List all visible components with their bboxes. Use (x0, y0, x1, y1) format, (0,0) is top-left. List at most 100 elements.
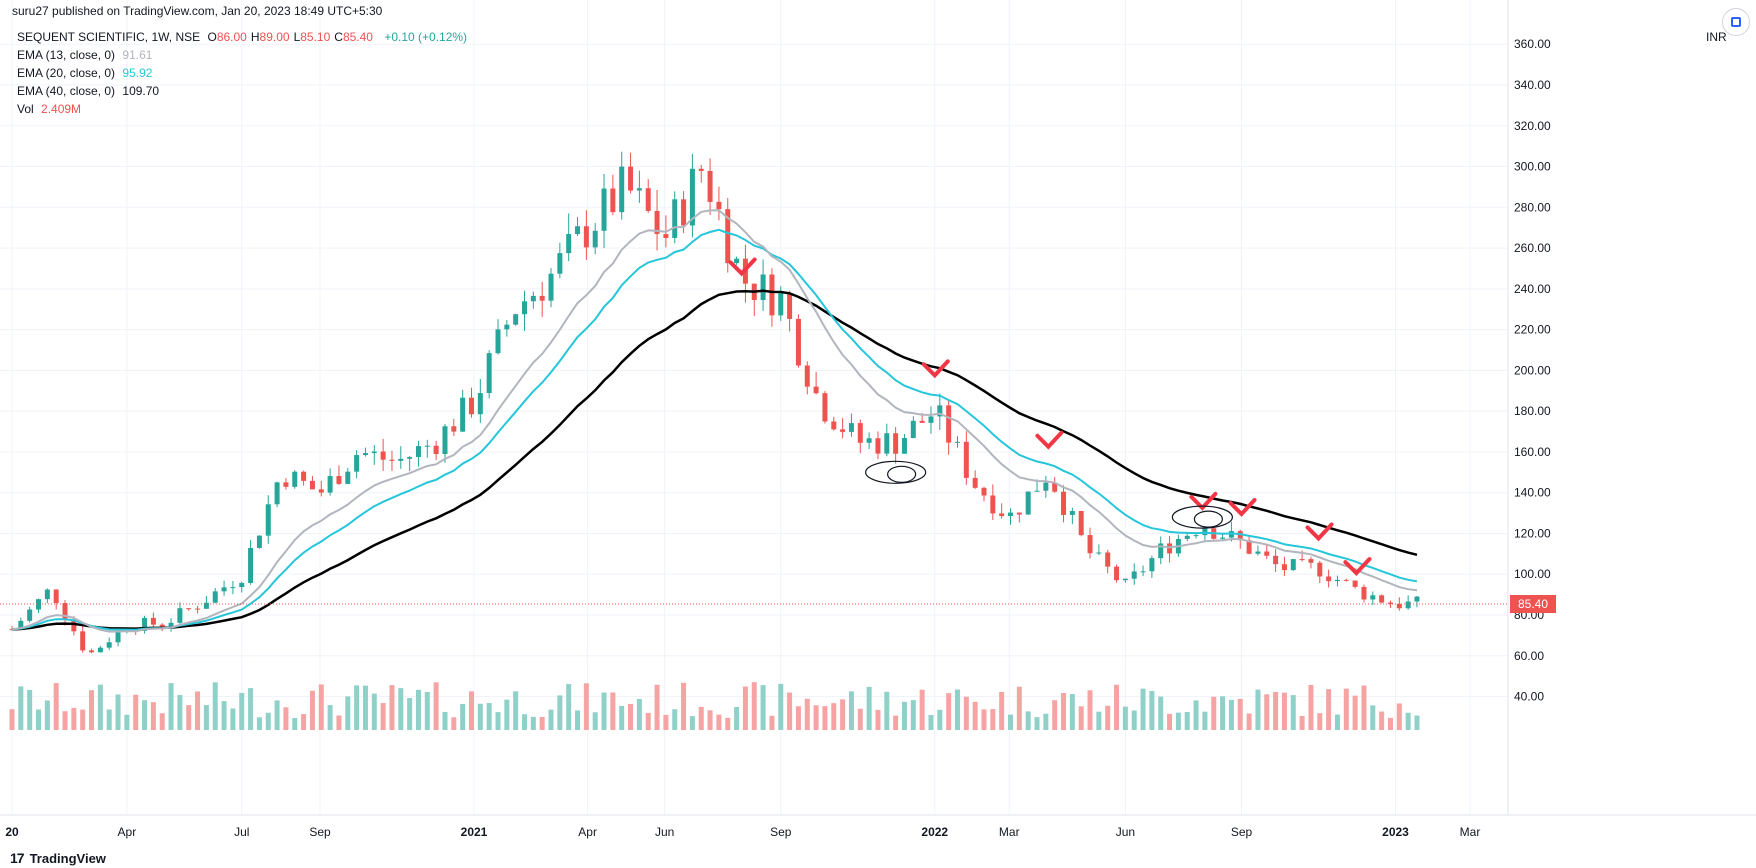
annotations (728, 257, 1372, 576)
volume-bar (495, 712, 501, 730)
volume-bar (1122, 706, 1128, 730)
volume-bar (124, 714, 130, 730)
volume-bars (9, 682, 1420, 730)
checkmark-annotation (921, 359, 950, 379)
candle-body (1202, 528, 1208, 536)
candle-body (672, 199, 678, 238)
volume-bar (1008, 714, 1014, 730)
candle-body (221, 587, 227, 592)
legend-symbol-row: SEQUENT SCIENTIFIC, 1W, NSE O86.00 H89.00… (17, 30, 471, 44)
scribble-annotation (1171, 505, 1233, 529)
candle-body (354, 455, 360, 472)
legend-ema13: EMA (13, close, 0) 91.61 (17, 48, 156, 62)
price-tick-label: 360.00 (1514, 37, 1551, 51)
candle-body (424, 445, 430, 447)
volume-bar (628, 703, 634, 730)
volume-bar (203, 705, 209, 730)
volume-bar (654, 684, 660, 730)
volume-bar (513, 691, 519, 730)
tradingview-logo: 17 (10, 850, 25, 866)
volume-bar (946, 693, 952, 730)
volume-bar (884, 691, 890, 730)
checkmark-annotation (1035, 430, 1064, 450)
snapshot-button[interactable] (1722, 8, 1750, 36)
candle-body (990, 495, 996, 514)
candle-body (893, 433, 899, 454)
scribble-annotation (1193, 510, 1223, 528)
candle-body (1387, 602, 1393, 604)
candle-body (1290, 559, 1296, 571)
candle-body (248, 547, 254, 583)
volume-bar (424, 692, 430, 730)
volume-bar (1326, 689, 1332, 730)
candle-body (1122, 578, 1128, 581)
volume-bar (451, 717, 457, 730)
volume-bar (990, 709, 996, 730)
volume-bar (804, 698, 810, 730)
candle-body (937, 405, 943, 417)
candle-body (159, 624, 165, 627)
volume-bar (1220, 696, 1226, 730)
candle-body (442, 426, 448, 455)
candle-body (884, 433, 890, 454)
candle-body (946, 405, 952, 443)
candle-body (636, 188, 642, 191)
legend-ema20-value: 95.92 (122, 66, 153, 80)
volume-bar (663, 714, 669, 730)
tradingview-brand[interactable]: 17 TradingView (10, 850, 106, 866)
publish-header: suru27 published on TradingView.com, Jan… (12, 4, 383, 18)
volume-bar (840, 699, 846, 730)
price-tick-label: 40.00 (1514, 690, 1544, 704)
volume-bar (522, 714, 528, 730)
time-tick-label: Apr (118, 825, 137, 839)
candle-body (963, 441, 969, 478)
candle-body (583, 226, 589, 248)
candle-body (1343, 579, 1349, 581)
volume-bar (27, 689, 33, 730)
candle-body (566, 234, 572, 254)
volume-bar (1211, 696, 1217, 730)
candle-body (795, 318, 801, 366)
volume-bar (1264, 694, 1270, 730)
volume-bar (1414, 715, 1420, 730)
candle-body (628, 166, 634, 191)
time-tick-label: 20 (5, 825, 19, 839)
volume-bar (380, 703, 386, 730)
price-tick-label: 120.00 (1514, 526, 1551, 540)
candle-body (981, 487, 987, 496)
volume-bar (1308, 684, 1314, 730)
volume-bar (645, 712, 651, 730)
volume-bar (1175, 712, 1181, 730)
candle-body (44, 589, 50, 600)
candle-body (769, 274, 775, 316)
ema13-line (11, 209, 1418, 633)
time-tick-label: Jun (1116, 825, 1135, 839)
price-tick-label: 300.00 (1514, 160, 1551, 174)
candle-body (910, 420, 916, 438)
volume-bar (1396, 703, 1402, 730)
volume-bar (1078, 706, 1084, 730)
checkmark-annotation (1343, 557, 1372, 576)
price-tick-label: 60.00 (1514, 649, 1544, 663)
candle-body (62, 603, 68, 620)
volume-bar (1184, 712, 1190, 730)
candle-body (1370, 595, 1376, 600)
chart-grid (0, 0, 1508, 815)
volume-bar (707, 710, 713, 730)
legend-ema40: EMA (40, close, 0) 109.70 (17, 84, 163, 98)
volume-bar (822, 706, 828, 730)
volume-bar (195, 691, 201, 730)
volume-bar (371, 693, 377, 730)
volume-bar (168, 683, 174, 730)
candle-body (822, 393, 828, 422)
price-tick-label: 220.00 (1514, 323, 1551, 337)
candle-body (1025, 491, 1031, 515)
time-tick-label: Mar (999, 825, 1020, 839)
candle-body (689, 168, 695, 226)
candle-body (1043, 482, 1049, 491)
volume-bar (831, 703, 837, 730)
volume-bar (1043, 713, 1049, 730)
volume-bar (769, 715, 775, 730)
volume-bar (1281, 692, 1287, 730)
